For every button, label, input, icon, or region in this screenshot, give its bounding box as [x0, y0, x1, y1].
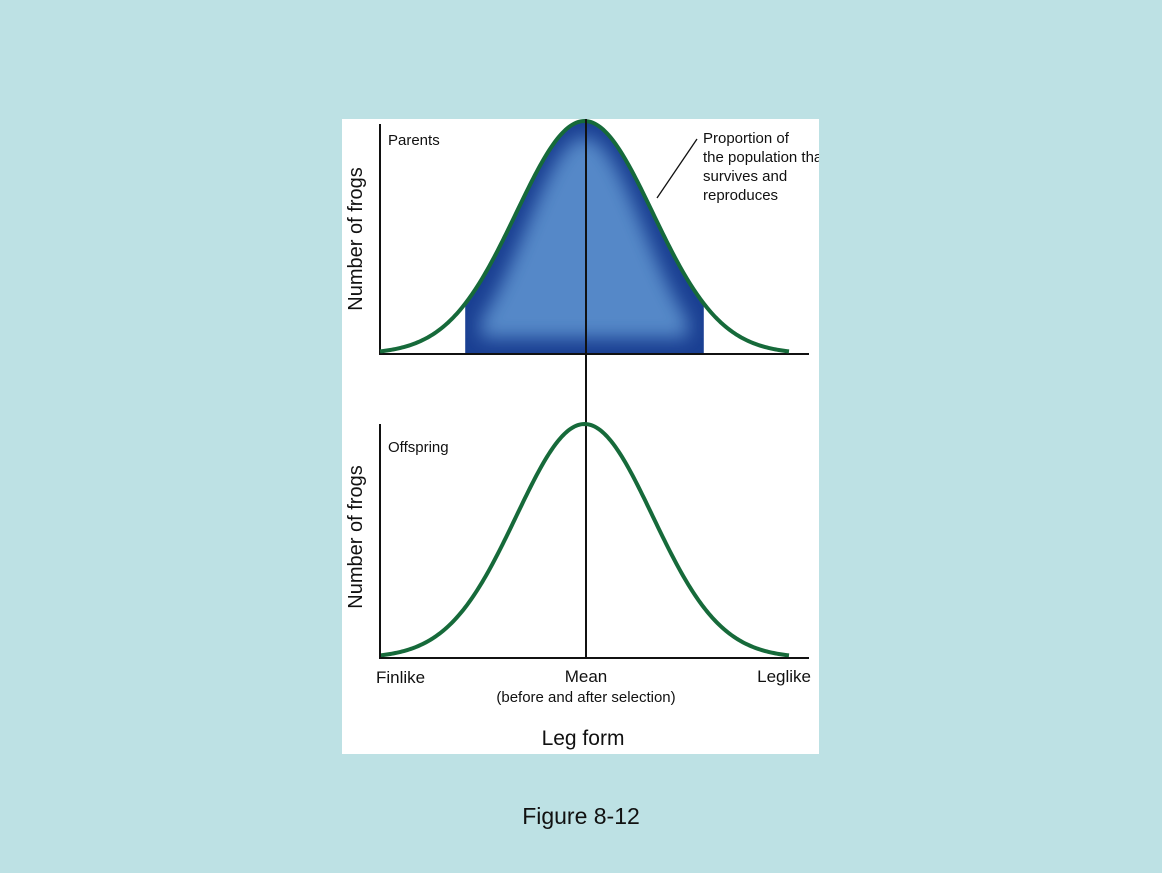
- annotation-line: survives and: [703, 168, 787, 185]
- parents-y-axis-label: Number of frogs: [345, 167, 367, 310]
- figure-caption: Figure 8-12: [522, 803, 640, 829]
- parents-panel-label: Parents: [388, 132, 440, 149]
- annotation-leader-line: [656, 138, 698, 199]
- x-tick-label-finlike: Finlike: [376, 668, 425, 687]
- annotation-text: Proportion of the population that survives…: [703, 130, 819, 204]
- parents-curve: [379, 119, 790, 354]
- figure-panel: Parents Number of frogs Proportion of the…: [342, 119, 819, 754]
- figure-svg: Parents Number of frogs Proportion of the…: [345, 119, 819, 750]
- selected-area-core-fill: [481, 137, 688, 338]
- offspring-y-axis-label: Number of frogs: [345, 465, 367, 608]
- annotation-line: the population that: [703, 149, 819, 166]
- x-tick-label-mean: Mean: [565, 667, 608, 686]
- x-tick-label-leglike: Leglike: [757, 667, 811, 686]
- offspring-curve: [379, 421, 790, 658]
- x-axis-label: Leg form: [542, 727, 625, 750]
- offspring-panel-label: Offspring: [388, 439, 449, 456]
- annotation-line: Proportion of: [703, 130, 790, 147]
- x-tick-label-mean-sub: (before and after selection): [496, 689, 675, 706]
- annotation-line: reproduces: [703, 187, 778, 204]
- offspring-panel: Offspring Number of frogs: [345, 421, 809, 659]
- parents-panel: Parents Number of frogs Proportion of the…: [345, 119, 819, 355]
